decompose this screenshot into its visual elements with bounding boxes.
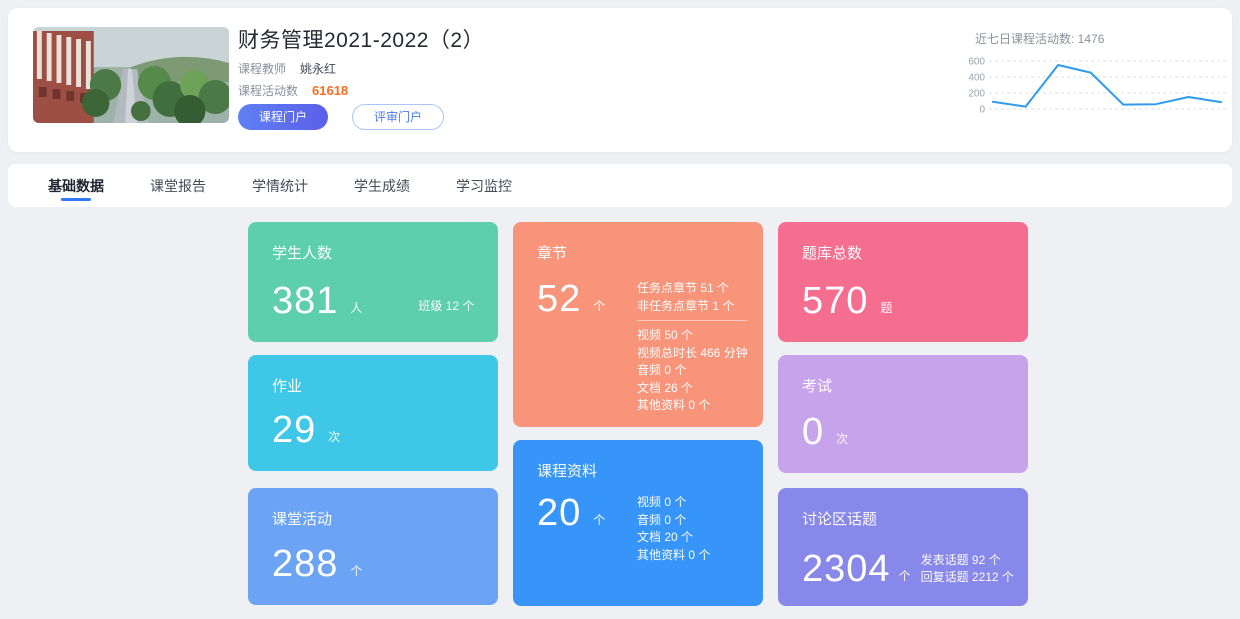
student-count-value: 381: [272, 280, 339, 322]
card-title: 题库总数: [802, 245, 863, 262]
detail-line: 其他资料 0 个: [637, 547, 711, 562]
course-header-panel: 财务管理2021-2022（2） 课程教师 姚永红 课程活动数 61618 课程门户…: [8, 8, 1232, 152]
tab-bar: 基础数据 课堂报告 学情统计 学生成绩 学习监控: [8, 164, 1232, 207]
ytick-200: 200: [968, 89, 985, 100]
campus-photo-illustration: [33, 27, 229, 123]
teacher-name: 姚永红: [300, 62, 337, 76]
detail-line: 文档 20 个: [637, 530, 694, 544]
homework-count-unit: 次: [328, 430, 341, 444]
material-details: 视频 0 个 音频 0 个 文档 20 个 其他资料 0 个: [637, 494, 710, 564]
card-title: 考试: [802, 378, 833, 395]
exam-count-value: 0: [802, 411, 825, 453]
teacher-label: 课程教师: [238, 62, 287, 76]
stats-card-grid: 学生人数 381 人 班级 12 个 作业 29 次 课堂活动 288 个 章节…: [248, 222, 1030, 606]
tab-basic-data[interactable]: 基础数据: [48, 164, 104, 207]
class-count: 班级 12 个: [418, 299, 475, 313]
card-title: 课程资料: [537, 463, 598, 480]
detail-line: 回复话题 2212 个: [920, 570, 1014, 584]
detail-line: 其他资料 0 个: [637, 398, 711, 412]
ytick-0: 0: [979, 105, 985, 116]
course-title: 财务管理2021-2022（2）: [238, 29, 485, 52]
activity-count-row: 课程活动数 61618: [238, 82, 348, 99]
card-discussion-topics: 讨论区话题 2304 个 发表话题 92 个 回复话题 2212 个: [778, 488, 1028, 606]
tab-class-report[interactable]: 课堂报告: [150, 177, 206, 194]
exam-count-unit: 次: [836, 432, 849, 446]
card-chapters: 章节 52 个 任务点章节 51 个 非任务点章节 1 个 视频 50 个 视频…: [513, 222, 763, 427]
teacher-row: 课程教师 姚永红: [238, 60, 336, 77]
tab-learning-stats[interactable]: 学情统计: [252, 177, 308, 194]
homework-count-value: 29: [272, 409, 317, 451]
material-count-unit: 个: [593, 513, 606, 527]
discussion-count-value: 2304: [802, 548, 891, 590]
card-title: 课堂活动: [272, 511, 333, 528]
student-count-unit: 人: [350, 301, 363, 315]
material-count-value: 20: [537, 492, 582, 534]
discussion-count-unit: 个: [898, 569, 911, 583]
detail-line: 发表话题 92 个: [920, 553, 1001, 567]
discussion-details: 发表话题 92 个 回复话题 2212 个: [921, 552, 1014, 586]
course-cover-image: [33, 27, 229, 123]
detail-line: 音频 0 个: [637, 512, 687, 527]
detail-line: 视频 0 个: [637, 495, 687, 509]
detail-line: 非任务点章节 1 个: [637, 298, 735, 313]
detail-line: 音频 0 个: [637, 363, 687, 377]
course-portal-button[interactable]: 课程门户: [238, 104, 329, 130]
card-exam: 考试 0 次: [778, 355, 1028, 473]
ytick-600: 600: [968, 57, 985, 68]
card-title: 学生人数: [272, 245, 333, 262]
detail-line: 任务点章节 51 个: [637, 281, 730, 295]
card-class-activities: 课堂活动 288 个: [248, 488, 498, 605]
tab-student-grades[interactable]: 学生成绩: [354, 177, 410, 194]
card-title: 章节: [537, 245, 568, 262]
question-count-value: 570: [802, 280, 869, 322]
class-activity-value: 288: [272, 543, 339, 585]
chapter-count-unit: 个: [593, 299, 606, 313]
chart-title: 近七日课程活动数: 1476: [975, 32, 1105, 46]
card-title: 作业: [272, 378, 303, 395]
active-tab-underline: [61, 198, 91, 201]
card-student-count: 学生人数 381 人 班级 12 个: [248, 222, 498, 342]
card-question-bank: 题库总数 570 题: [778, 222, 1028, 342]
ytick-400: 400: [968, 73, 985, 84]
detail-divider: [637, 320, 747, 321]
activity-line-chart: 600 400 200 0: [968, 57, 1229, 116]
class-activity-unit: 个: [350, 564, 363, 578]
chart-line-series: [992, 64, 1222, 108]
review-portal-button[interactable]: 评审门户: [352, 104, 445, 130]
card-title: 讨论区话题: [802, 511, 878, 528]
header-buttons: 课程门户 评审门户: [238, 104, 445, 130]
question-count-unit: 题: [880, 301, 893, 315]
activity-count-value: 61618: [312, 83, 349, 98]
detail-line: 视频 50 个: [637, 328, 694, 342]
detail-line: 视频总时长 466 分钟: [637, 345, 748, 360]
card-homework: 作业 29 次: [248, 355, 498, 471]
weekly-activity-chart: 近七日课程活动数: 1476 600 400 200 0: [959, 30, 1240, 140]
activity-count-label: 课程活动数: [238, 84, 299, 98]
chapter-count-value: 52: [537, 278, 582, 320]
detail-line: 文档 26 个: [637, 380, 694, 395]
card-course-materials: 课程资料 20 个 视频 0 个 音频 0 个 文档 20 个 其他资料 0 个: [513, 440, 763, 606]
chapter-details: 任务点章节 51 个 非任务点章节 1 个 视频 50 个 视频总时长 466 …: [637, 280, 748, 415]
tab-learning-monitor[interactable]: 学习监控: [456, 177, 512, 194]
